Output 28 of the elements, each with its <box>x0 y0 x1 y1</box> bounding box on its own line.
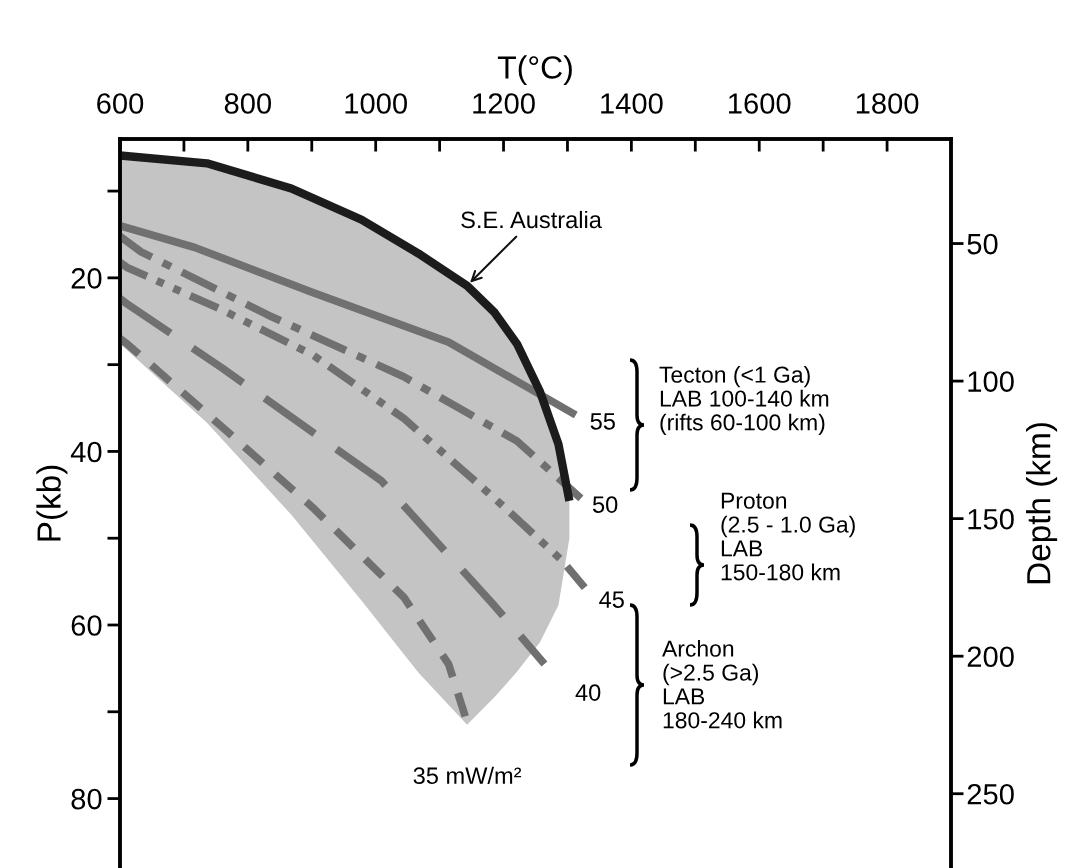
annotation: Proton (2.5 - 1.0 Ga) LAB 150-180 km <box>721 492 855 581</box>
y2-tick-label: 250 <box>967 783 1014 805</box>
y-axis-title: P(kb) <box>36 465 68 541</box>
y2-tick-label: 150 <box>968 508 1014 530</box>
x-axis-title: T(°C) <box>497 55 572 86</box>
y2-tick-label: 50 <box>967 233 998 255</box>
y-tick-label: 80 <box>71 788 102 810</box>
x-tick-label: 1400 <box>601 93 663 114</box>
x-tick-label: 800 <box>224 93 272 114</box>
y-tick-label: 20 <box>71 268 102 289</box>
series-label: S.E. Australia <box>461 210 602 229</box>
series-label: 45 <box>599 591 624 608</box>
x-tick-label: 1800 <box>856 93 919 114</box>
text: 35 mW/m² <box>413 766 522 785</box>
x-tick-label: 1000 <box>345 93 407 114</box>
series-label: 50 <box>592 496 618 513</box>
series-label: 55 <box>590 413 615 430</box>
y-tick-label: 60 <box>71 615 102 636</box>
x-tick-label: 1200 <box>473 93 535 114</box>
x-tick-label: 600 <box>97 93 144 114</box>
y2-tick-label: 200 <box>967 646 1014 668</box>
annotation: Tecton (<1 Ga) LAB 100-140 km (rifts 60-100 km) <box>659 366 829 436</box>
y2-tick-label: 100 <box>968 371 1014 392</box>
y2-axis-title: Depth (km) <box>1026 423 1058 584</box>
series-label: 40 <box>575 684 601 701</box>
y-tick-label: 40 <box>70 441 102 463</box>
annotation: Archon (>2.5 Ga) LAB 180-240 km <box>662 640 782 729</box>
x-tick-label: 1600 <box>729 93 791 114</box>
